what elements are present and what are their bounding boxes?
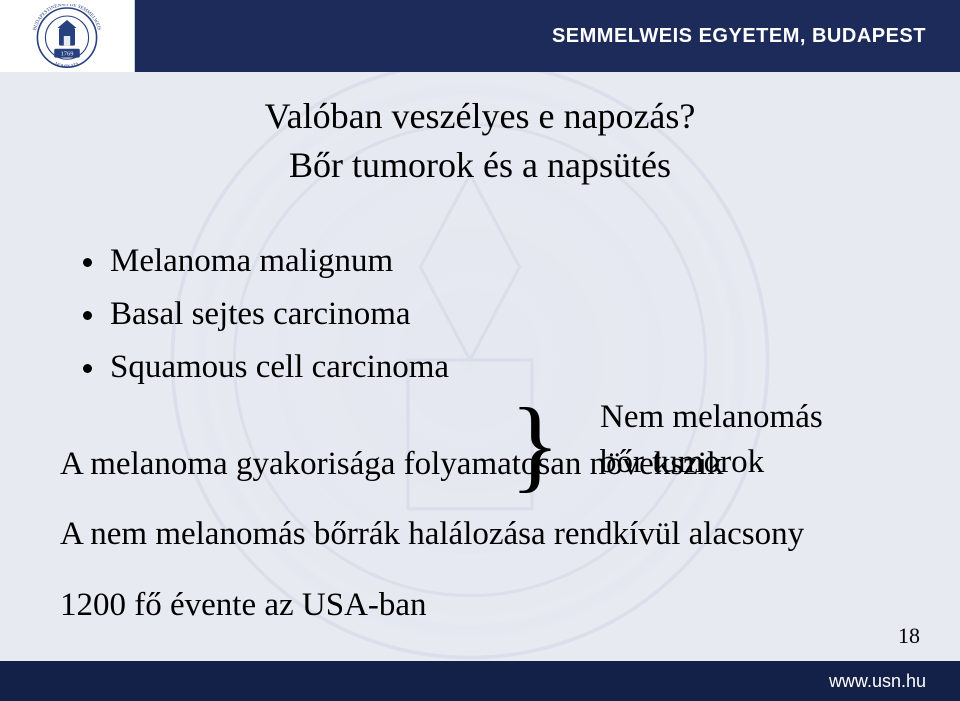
svg-text:NOMINATA: NOMINATA xyxy=(54,62,81,68)
title-line-1: Valóban veszélyes e napozás? xyxy=(60,92,900,141)
footer-url: www.usn.hu xyxy=(829,671,926,692)
slide: BUDAPESTINENSIS DE SEMMELWEIS NOMINATA 1… xyxy=(0,0,960,701)
university-name: SEMMELWEIS EGYETEM, BUDAPEST xyxy=(552,25,926,48)
header-titlebar: SEMMELWEIS EGYETEM, BUDAPEST xyxy=(135,0,960,72)
university-seal-icon: BUDAPESTINENSIS DE SEMMELWEIS NOMINATA 1… xyxy=(0,0,135,72)
list-item: Melanoma malignum xyxy=(108,235,900,288)
paragraph: A nem melanomás bőrrák halálozása rendkí… xyxy=(60,508,900,561)
header-bar: BUDAPESTINENSIS DE SEMMELWEIS NOMINATA 1… xyxy=(0,0,960,72)
brace-label: Nem melanomás bőr tumorok xyxy=(600,395,823,484)
page-number: 18 xyxy=(898,623,920,649)
seal-bottom-text: NOMINATA xyxy=(54,62,81,68)
seal-year: 1769 xyxy=(61,51,74,58)
title-line-2: Bőr tumorok és a napsütés xyxy=(60,141,900,190)
slide-title: Valóban veszélyes e napozás? Bőr tumorok… xyxy=(60,92,900,189)
content-area: Valóban veszélyes e napozás? Bőr tumorok… xyxy=(0,90,960,650)
brace-label-line1: Nem melanomás xyxy=(600,395,823,440)
bullet-list: Melanoma malignum Basal sejtes carcinoma… xyxy=(78,235,900,393)
footer-bar: www.usn.hu xyxy=(0,661,960,701)
curly-brace-icon: } xyxy=(510,403,560,486)
bullet-brace-group: Melanoma malignum Basal sejtes carcinoma… xyxy=(60,235,900,393)
list-item: Squamous cell carcinoma xyxy=(108,341,900,394)
list-item: Basal sejtes carcinoma xyxy=(108,288,900,341)
brace-label-line2: bőr tumorok xyxy=(600,440,823,485)
paragraph: 1200 fő évente az USA-ban xyxy=(60,579,900,632)
